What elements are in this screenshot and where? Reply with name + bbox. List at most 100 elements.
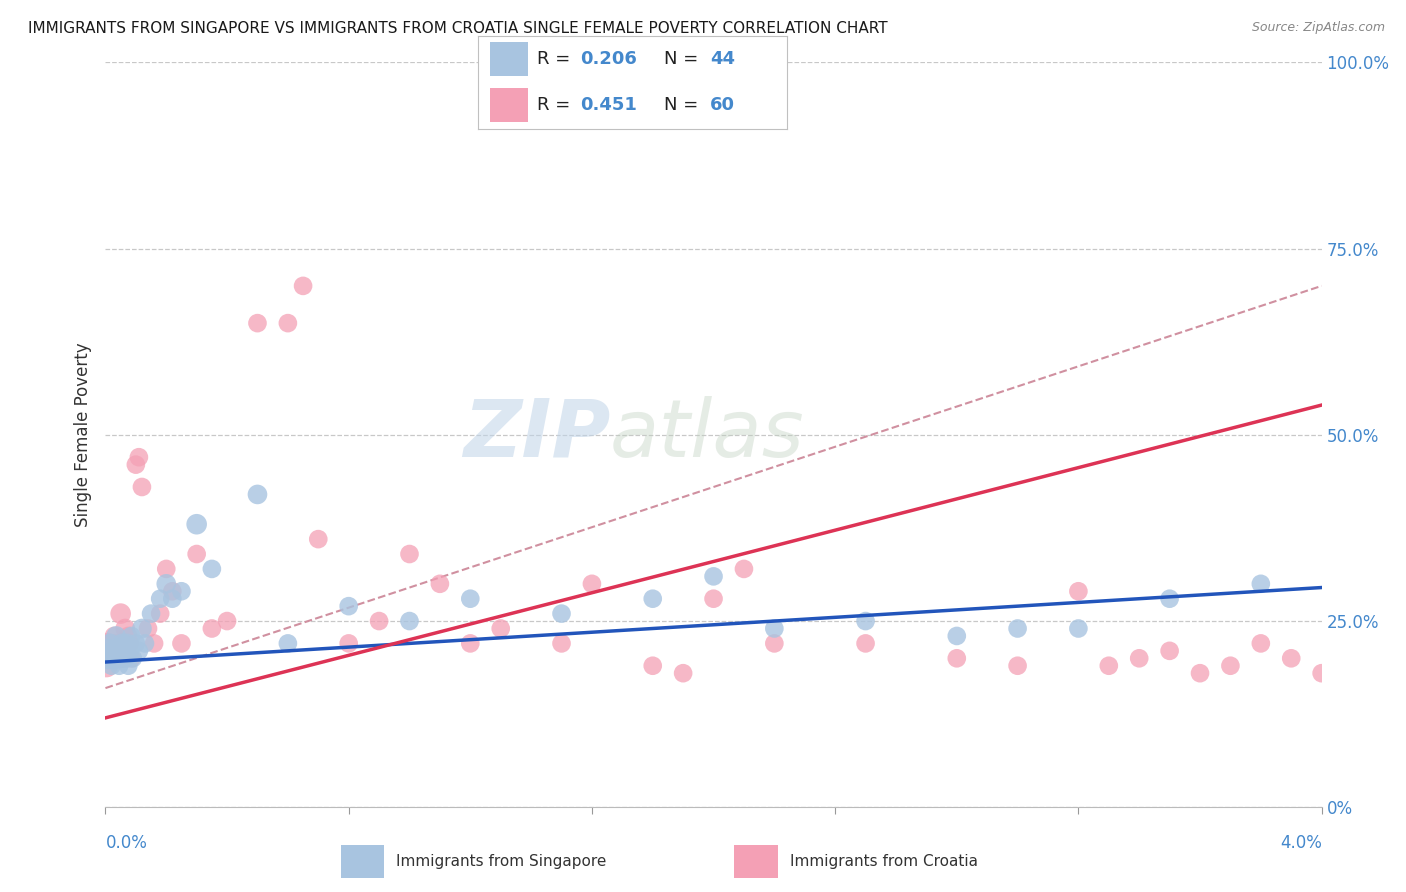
Bar <box>491 42 527 76</box>
Point <box>117 658 139 673</box>
Bar <box>734 846 778 878</box>
Point <box>114 651 136 665</box>
Point <box>110 651 132 665</box>
Y-axis label: Single Female Poverty: Single Female Poverty <box>75 343 93 527</box>
Point <box>292 279 315 293</box>
Point <box>128 644 150 658</box>
Point <box>125 636 148 650</box>
Point <box>131 480 153 494</box>
Point <box>201 622 224 636</box>
Point <box>945 651 967 665</box>
Point <box>186 547 208 561</box>
Point <box>641 591 664 606</box>
Point <box>368 614 391 628</box>
Point <box>105 629 128 643</box>
Point <box>201 562 224 576</box>
Point <box>1219 658 1241 673</box>
Point <box>733 562 755 576</box>
Point <box>111 636 134 650</box>
Point <box>581 577 603 591</box>
Point <box>702 591 725 606</box>
Point <box>170 584 193 599</box>
Point <box>115 644 138 658</box>
Text: 0.451: 0.451 <box>581 96 637 114</box>
Point <box>855 614 877 628</box>
Text: atlas: atlas <box>610 396 804 474</box>
Point <box>170 636 193 650</box>
Point <box>162 584 184 599</box>
Point <box>97 636 120 650</box>
Point <box>1128 651 1150 665</box>
Point <box>337 636 360 650</box>
Bar <box>340 846 384 878</box>
Point <box>103 629 125 643</box>
Point <box>118 636 141 650</box>
Point <box>458 591 481 606</box>
Point <box>672 666 695 681</box>
Point <box>143 636 166 650</box>
Point <box>96 658 118 673</box>
Point <box>763 636 786 650</box>
Point <box>489 622 512 636</box>
Point <box>149 607 172 621</box>
Point <box>97 651 120 665</box>
Point <box>1279 651 1302 665</box>
Point <box>149 591 172 606</box>
Point <box>98 644 121 658</box>
Point <box>641 658 664 673</box>
Point <box>1250 577 1272 591</box>
Point <box>550 636 572 650</box>
Point <box>1159 644 1181 658</box>
Point <box>103 651 125 665</box>
Point <box>114 622 136 636</box>
Bar <box>491 88 527 122</box>
Point <box>110 607 132 621</box>
Point <box>1371 651 1393 665</box>
Point <box>855 636 877 650</box>
Point <box>155 577 177 591</box>
Point <box>120 629 142 643</box>
Point <box>945 629 967 643</box>
Point <box>1341 629 1364 643</box>
Point <box>277 316 299 330</box>
Point <box>1250 636 1272 650</box>
Point <box>120 651 142 665</box>
Point <box>550 607 572 621</box>
Point <box>139 607 162 621</box>
Point <box>337 599 360 614</box>
Point <box>100 636 122 650</box>
Point <box>155 562 177 576</box>
Point <box>246 316 269 330</box>
Point <box>277 636 299 650</box>
Text: 0.206: 0.206 <box>581 50 637 68</box>
Point <box>136 622 159 636</box>
Point <box>702 569 725 583</box>
Text: Immigrants from Croatia: Immigrants from Croatia <box>790 855 977 869</box>
Text: 44: 44 <box>710 50 735 68</box>
Point <box>1007 658 1029 673</box>
Text: 60: 60 <box>710 96 735 114</box>
Point <box>98 636 121 650</box>
Point <box>121 651 143 665</box>
Point <box>246 487 269 501</box>
Point <box>118 644 141 658</box>
Point <box>429 577 451 591</box>
Text: Source: ZipAtlas.com: Source: ZipAtlas.com <box>1251 21 1385 34</box>
Text: IMMIGRANTS FROM SINGAPORE VS IMMIGRANTS FROM CROATIA SINGLE FEMALE POVERTY CORRE: IMMIGRANTS FROM SINGAPORE VS IMMIGRANTS … <box>28 21 887 36</box>
Point <box>112 636 135 650</box>
Point <box>117 629 139 643</box>
Text: R =: R = <box>537 96 576 114</box>
Point <box>398 614 420 628</box>
Point <box>108 658 131 673</box>
Point <box>111 651 134 665</box>
Point <box>458 636 481 650</box>
Point <box>96 644 118 658</box>
Point <box>1098 658 1121 673</box>
Point <box>1159 591 1181 606</box>
Text: N =: N = <box>664 96 703 114</box>
Point <box>1188 666 1211 681</box>
Text: R =: R = <box>537 50 576 68</box>
Point <box>131 622 153 636</box>
Point <box>125 458 148 472</box>
Point <box>134 636 156 650</box>
